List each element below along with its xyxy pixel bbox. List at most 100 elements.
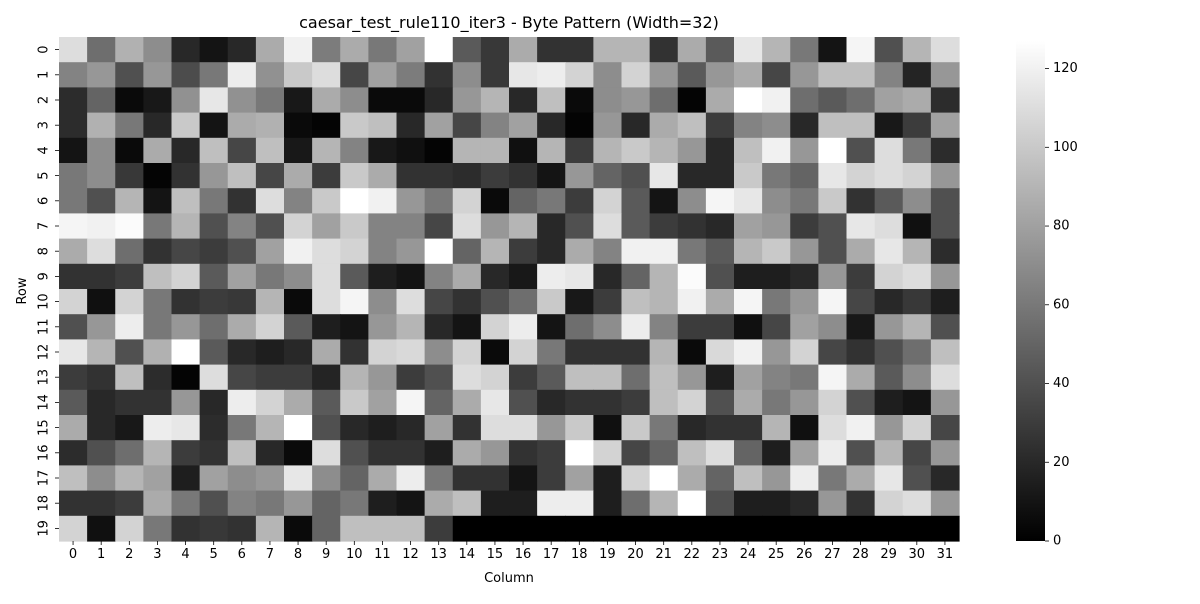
y-tick-label: 14 — [37, 394, 52, 411]
heatmap-cell — [143, 289, 173, 315]
heatmap-cell — [509, 112, 538, 139]
y-tick-label: 8 — [37, 247, 52, 255]
heatmap-cell — [171, 314, 201, 340]
heatmap-cell — [790, 440, 819, 466]
heatmap-cell — [115, 389, 144, 416]
heatmap-cell — [649, 339, 679, 366]
heatmap-cell — [902, 440, 932, 466]
heatmap-cell — [87, 364, 116, 391]
heatmap-cell — [649, 289, 679, 315]
heatmap-cell — [59, 339, 88, 366]
heatmap-cell — [705, 62, 735, 88]
heatmap-cell — [87, 238, 116, 265]
heatmap-cell — [649, 314, 679, 340]
heatmap-cell — [537, 465, 566, 492]
heatmap-cell — [930, 263, 960, 290]
heatmap-cell — [87, 314, 116, 340]
heatmap-cell — [171, 364, 201, 391]
heatmap-cell — [902, 62, 932, 88]
heatmap-cell — [565, 440, 594, 466]
heatmap-cell — [790, 364, 819, 391]
heatmap-cell — [368, 465, 398, 492]
heatmap-cell — [537, 163, 566, 189]
heatmap-cell — [846, 314, 876, 340]
heatmap-cell — [340, 515, 369, 542]
heatmap-cell — [340, 364, 369, 391]
heatmap-cell — [593, 62, 623, 88]
heatmap-cell — [677, 490, 707, 517]
heatmap-cell — [312, 339, 341, 366]
heatmap-cell — [818, 163, 848, 189]
heatmap-cell — [677, 112, 707, 139]
heatmap-cell — [87, 263, 116, 290]
heatmap-cell — [312, 289, 341, 315]
heatmap-cell — [171, 87, 201, 114]
heatmap-cell — [593, 289, 623, 315]
heatmap-cell — [818, 440, 848, 466]
x-tick-label: 10 — [346, 547, 363, 562]
heatmap-cell — [255, 515, 285, 542]
heatmap-cell — [424, 515, 454, 542]
heatmap-cell — [115, 163, 144, 189]
heatmap-cell — [902, 238, 932, 265]
heatmap-cell — [537, 389, 566, 416]
heatmap-cell — [452, 37, 482, 63]
heatmap-cell — [424, 364, 454, 391]
heatmap-cell — [396, 465, 426, 492]
heatmap-cell — [677, 415, 707, 441]
heatmap-cell — [734, 440, 763, 466]
heatmap-cell — [171, 339, 201, 366]
heatmap-cell — [565, 137, 594, 164]
heatmap-cell — [621, 263, 651, 290]
heatmap-cell — [199, 37, 229, 63]
heatmap-cell — [621, 163, 651, 189]
heatmap-cell — [59, 289, 88, 315]
y-tick-label: 19 — [37, 520, 52, 537]
heatmap-cell — [396, 389, 426, 416]
heatmap-cell — [930, 112, 960, 139]
heatmap-cell — [424, 62, 454, 88]
x-tick-label: 25 — [768, 547, 785, 562]
heatmap-cell — [677, 263, 707, 290]
heatmap-cell — [368, 213, 398, 240]
heatmap-cell — [677, 289, 707, 315]
heatmap-cell — [368, 339, 398, 366]
heatmap-cell — [480, 465, 510, 492]
heatmap-cell — [930, 314, 960, 340]
heatmap-cell — [115, 314, 144, 340]
heatmap-cell — [424, 213, 454, 240]
heatmap-cell — [762, 490, 791, 517]
heatmap-cell — [284, 415, 313, 441]
heatmap-cell — [649, 490, 679, 517]
heatmap-cell — [705, 465, 735, 492]
heatmap-cell — [874, 263, 904, 290]
x-tick-label: 22 — [684, 547, 701, 562]
heatmap-cell — [255, 112, 285, 139]
heatmap-cell — [593, 415, 623, 441]
heatmap-cell — [452, 389, 482, 416]
heatmap-cell — [171, 263, 201, 290]
heatmap-cell — [565, 188, 594, 214]
x-tick-label: 8 — [294, 547, 302, 562]
heatmap-cell — [790, 490, 819, 517]
heatmap-cell — [621, 87, 651, 114]
heatmap-cell — [452, 515, 482, 542]
heatmap-cell — [340, 213, 369, 240]
heatmap-cell — [115, 213, 144, 240]
heatmap-cell — [677, 213, 707, 240]
heatmap-cell — [593, 37, 623, 63]
heatmap-cell — [537, 37, 566, 63]
heatmap-cell — [227, 213, 257, 240]
heatmap-cell — [312, 415, 341, 441]
heatmap-cell — [480, 62, 510, 88]
heatmap-cell — [649, 415, 679, 441]
heatmap-cell — [199, 163, 229, 189]
heatmap-cell — [565, 490, 594, 517]
heatmap-cell — [734, 263, 763, 290]
heatmap-cell — [846, 188, 876, 214]
heatmap-cell — [705, 289, 735, 315]
heatmap-cell — [705, 364, 735, 391]
x-tick-label: 26 — [796, 547, 813, 562]
heatmap-cell — [199, 314, 229, 340]
heatmap-cell — [818, 213, 848, 240]
